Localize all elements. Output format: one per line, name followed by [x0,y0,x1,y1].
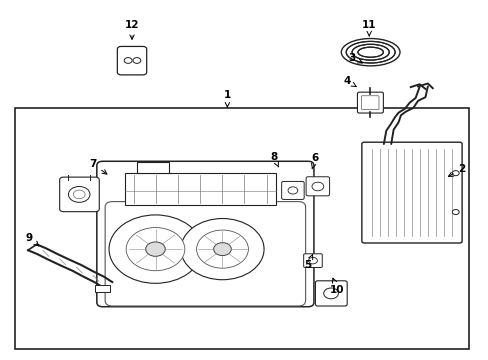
Circle shape [126,228,184,271]
Circle shape [213,243,231,256]
Bar [124,173,276,205]
FancyBboxPatch shape [361,142,461,243]
FancyBboxPatch shape [105,202,305,306]
Text: 2: 2 [447,164,465,176]
FancyBboxPatch shape [315,281,346,306]
Text: 3: 3 [348,53,362,63]
Circle shape [68,186,90,202]
FancyBboxPatch shape [60,177,99,212]
Circle shape [145,242,165,256]
Circle shape [124,58,132,63]
FancyBboxPatch shape [281,181,304,199]
Ellipse shape [341,39,399,66]
FancyBboxPatch shape [357,92,383,113]
Bar [15,108,468,349]
Circle shape [181,219,264,280]
Circle shape [287,187,297,194]
FancyBboxPatch shape [303,254,322,267]
Text: 6: 6 [311,153,318,169]
FancyBboxPatch shape [305,177,329,196]
Circle shape [311,182,323,191]
FancyBboxPatch shape [361,96,378,109]
FancyBboxPatch shape [117,46,146,75]
Text: 11: 11 [361,20,376,36]
Bar [95,285,110,292]
Text: 1: 1 [224,90,230,107]
Circle shape [196,230,248,268]
Text: 4: 4 [343,76,356,87]
Text: 5: 5 [304,254,312,270]
Text: 9: 9 [26,233,39,246]
Circle shape [323,288,338,299]
Circle shape [73,190,85,199]
Text: 12: 12 [124,20,139,39]
FancyBboxPatch shape [137,162,168,173]
Circle shape [451,171,458,176]
Text: 10: 10 [329,278,344,295]
Circle shape [109,215,202,283]
Text: 8: 8 [270,152,278,167]
FancyBboxPatch shape [97,161,313,307]
Text: 7: 7 [89,159,107,174]
Circle shape [133,58,141,63]
Circle shape [308,257,317,264]
Circle shape [451,210,458,215]
